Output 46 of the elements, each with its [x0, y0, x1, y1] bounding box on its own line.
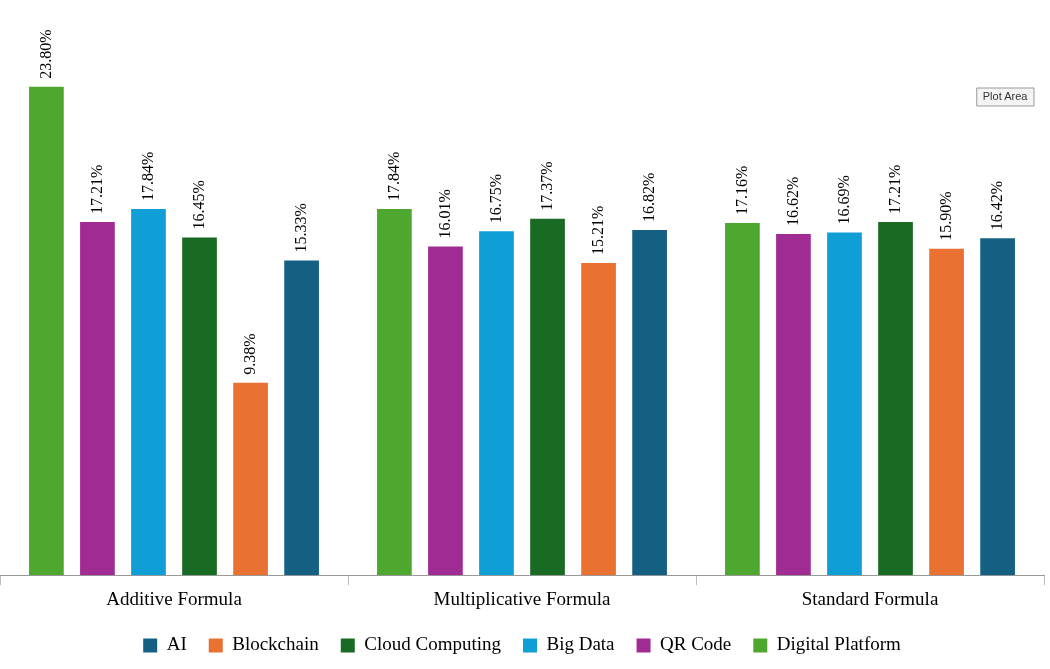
bar [725, 222, 760, 576]
data-label: 16.69% [834, 175, 852, 225]
data-label: 9.38% [240, 333, 258, 375]
data-label: 23.80% [36, 29, 54, 79]
data-label: 16.82% [639, 172, 657, 222]
data-label: 17.84% [384, 151, 402, 201]
x-tick-label: Standard Formula [801, 587, 939, 609]
bar [980, 238, 1015, 576]
data-label: 16.01% [435, 189, 453, 239]
bar [776, 234, 811, 576]
bar [233, 382, 268, 576]
bar [581, 262, 616, 576]
legend-label: Big Data [546, 633, 616, 655]
bar [131, 208, 166, 576]
bar [530, 218, 565, 576]
legend-label: Blockchain [232, 633, 320, 655]
legend-label: AI [166, 633, 187, 655]
bar [377, 208, 412, 576]
bar [632, 229, 667, 576]
data-label: 17.21% [885, 164, 903, 214]
x-tick-label: Additive Formula [106, 587, 243, 609]
bar [284, 260, 319, 576]
bar [80, 221, 115, 576]
data-label: 15.33% [291, 203, 309, 253]
legend-label: Cloud Computing [364, 633, 502, 655]
data-label: 17.37% [537, 161, 555, 211]
data-label: 16.62% [783, 176, 801, 227]
bar [479, 231, 514, 576]
data-label: 15.90% [936, 191, 954, 241]
bar [827, 232, 862, 576]
data-label: 16.45% [189, 180, 207, 230]
bar [29, 86, 64, 576]
bar [878, 221, 913, 576]
data-label: 15.21% [588, 205, 606, 255]
data-label: 17.21% [87, 164, 105, 214]
data-label: 16.75% [486, 174, 504, 224]
annotation: Plot Area [982, 90, 1029, 103]
legend-label: Digital Platform [776, 633, 902, 655]
bar [428, 246, 463, 576]
bar [182, 237, 217, 576]
data-label: 16.42% [987, 180, 1005, 231]
x-tick-label: Multiplicative Formula [433, 587, 611, 609]
data-label: 17.16% [732, 165, 750, 215]
data-label: 17.84% [138, 151, 156, 201]
bar [929, 248, 964, 576]
legend-label: QR Code [660, 633, 732, 655]
